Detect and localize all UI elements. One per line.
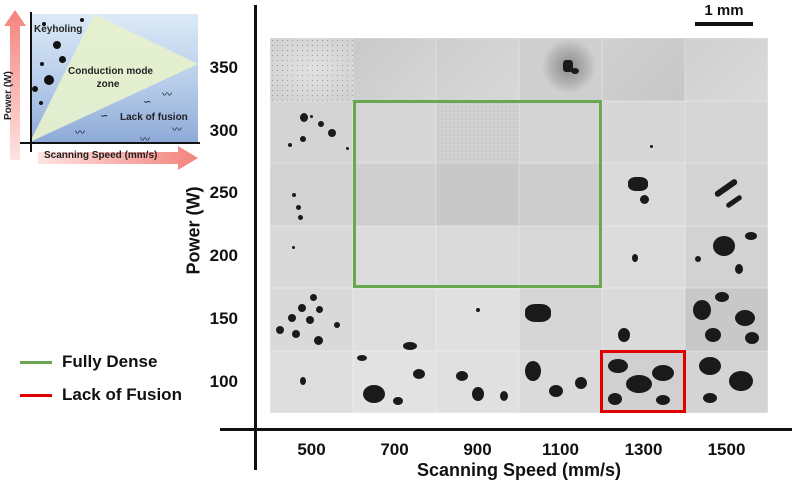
conduction-label-2: zone [96,79,120,90]
x-tick: 1100 [542,440,579,459]
x-tick: 700 [380,440,409,459]
inset-y-label-holder: Power (W) [0,62,16,122]
pore-icon [39,101,43,105]
micrograph-cell [685,163,768,226]
micrograph-cell [519,100,602,163]
crack-icon: 〰 [172,125,182,136]
micrograph-cell [353,163,436,226]
x-axis-label: Scanning Speed (mm/s) [416,460,622,480]
micrograph-cell [353,100,436,163]
x-tick: 1300 [624,440,663,459]
x-axis-line [220,428,792,431]
y-tick: 350 [209,58,238,77]
legend-label: Fully Dense [62,352,158,371]
legend-item-lack-of-fusion: Lack of Fusion [20,385,182,405]
micrograph-cell [270,225,353,288]
keyholing-label: Keyholing [34,24,83,35]
legend-label: Lack of Fusion [62,385,182,404]
micrograph-cell [270,350,353,413]
process-map-inset: Keyholing Conduction mode zone Lack of f… [0,0,200,170]
micrograph-cell [270,288,353,351]
y-tick: 250 [209,183,238,202]
micrograph-cell [436,100,519,163]
y-tick: 200 [209,246,238,265]
y-axis-line [254,5,257,470]
micrograph-cell [270,163,353,226]
micrograph-cell [436,225,519,288]
x-tick: 1500 [707,440,746,459]
pore-icon [42,22,46,26]
micrograph-cell [685,100,768,163]
crack-icon: 〰 [75,128,85,139]
x-tick: 900 [463,440,492,459]
micrograph-cell [353,38,436,101]
pore-icon [44,75,54,85]
micrograph-cell [685,225,768,288]
crack-icon: 〰 [140,135,150,146]
micrograph-cell [270,100,353,163]
y-axis-label: Power (W) [183,186,204,275]
green-line-swatch [20,360,52,364]
micrograph-cell [353,225,436,288]
pore-icon [40,62,44,66]
y-tick: 150 [209,309,238,328]
x-tick: 500 [297,440,326,459]
micrograph-cell [685,38,768,101]
micrograph-cell [436,288,519,351]
pore-icon [80,18,84,22]
lack-of-fusion-region-box [600,350,686,413]
micrograph-cell [519,225,602,288]
conduction-label-1: Conduction mode [68,66,153,77]
power-arrow-icon [4,10,26,160]
pore-icon [53,41,61,49]
legend-item-fully-dense: Fully Dense [20,352,157,372]
fully-dense-region-box [353,100,602,288]
conduction-zone-shape [30,14,198,142]
micrograph-cell [436,38,519,101]
micrograph-cell [519,350,602,413]
red-line-swatch [20,393,52,397]
crack-icon: ∽ [100,111,109,122]
crack-icon: 〰 [162,90,172,101]
micrograph-cell [519,38,602,101]
micrograph-cell [519,288,602,351]
crack-icon: ∽ [143,97,152,108]
micrograph-cell [602,100,685,163]
micrograph-cell [436,163,519,226]
micrograph-cell [602,225,685,288]
y-tick: 300 [209,121,238,140]
pore-icon [59,56,66,63]
micrograph-cell [270,38,353,101]
inset-y-axis [30,12,32,152]
micrograph-cell [436,350,519,413]
micrograph-cell [602,350,685,413]
micrograph-cell [685,350,768,413]
micrograph-grid [270,38,768,413]
micrograph-cell [353,288,436,351]
y-tick: 100 [209,372,238,391]
inset-x-axis [20,142,200,144]
inset-plot-area [30,14,198,142]
inset-x-label: Scanning Speed (mm/s) [44,150,158,161]
pore-icon [32,86,38,92]
scale-bar-label: 1 mm [704,2,744,19]
micrograph-cell [602,163,685,226]
micrograph-cell [602,288,685,351]
speed-arrow-icon [38,146,198,170]
micrograph-cell [353,350,436,413]
micrograph-cell [519,163,602,226]
lack-of-fusion-label: Lack of fusion [120,112,188,123]
micrograph-cell [685,288,768,351]
scale-bar [695,22,753,26]
micrograph-cell [602,38,685,101]
inset-y-label: Power (W) [3,71,14,120]
